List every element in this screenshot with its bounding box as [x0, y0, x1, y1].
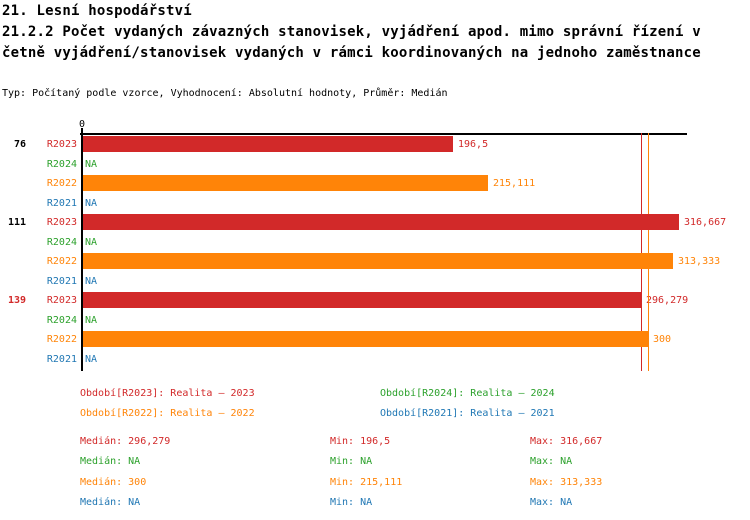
- row-label-r2021: R2021: [46, 353, 77, 365]
- row-label-r2022: R2022: [46, 256, 77, 267]
- bar-r2023: [83, 214, 679, 230]
- bar-value-label: 300: [653, 334, 672, 345]
- bar-r2022: [83, 175, 488, 191]
- stat-max-r2024: Max: NA: [530, 456, 573, 467]
- stat-median-r2021: Medián: NA: [80, 497, 141, 508]
- report-title-line3: četně vyjádření/stanovisek vydaných v rá…: [2, 45, 701, 61]
- x-axis-line: [80, 133, 687, 135]
- stat-min-r2021: Min: NA: [330, 497, 373, 508]
- group-label: 76: [13, 139, 26, 150]
- bar-na-label: NA: [85, 197, 98, 209]
- row-label-r2023: R2023: [46, 139, 77, 150]
- legend-item-r2023: Období[R2023]: Realita – 2023: [80, 388, 255, 399]
- row-label-r2024: R2024: [46, 314, 77, 326]
- bar-r2023: [83, 292, 641, 308]
- stat-min-r2023: Min: 196,5: [330, 436, 391, 447]
- row-label-r2022: R2022: [46, 334, 77, 345]
- legend-item-r2024: Období[R2024]: Realita – 2024: [380, 388, 555, 399]
- row-label-r2024: R2024: [46, 158, 77, 170]
- stat-max-r2022: Max: 313,333: [530, 477, 603, 488]
- stat-median-r2022: Medián: 300: [80, 477, 147, 488]
- bar-na-label: NA: [85, 158, 98, 170]
- bar-value-label: 215,111: [493, 178, 536, 189]
- stat-median-r2023: Medián: 296,279: [80, 436, 171, 447]
- bar-na-label: NA: [85, 353, 98, 365]
- y-axis-line: [81, 128, 83, 371]
- bar-value-label: 316,667: [684, 217, 727, 228]
- bar-r2023: [83, 136, 453, 152]
- stat-min-r2022: Min: 215,111: [330, 477, 403, 488]
- row-label-r2022: R2022: [46, 178, 77, 189]
- group-label: 111: [7, 217, 26, 228]
- median-line-r2023: [641, 133, 642, 371]
- report-title-line2: 21.2.2 Počet vydaných závazných stanovis…: [2, 24, 701, 40]
- x-axis-zero-tick-label: 0: [78, 119, 86, 130]
- bar-value-label: 313,333: [678, 256, 721, 267]
- legend-item-r2022: Období[R2022]: Realita – 2022: [80, 408, 255, 419]
- bar-na-label: NA: [85, 236, 98, 248]
- stat-min-r2024: Min: NA: [330, 456, 373, 467]
- stat-max-r2021: Max: NA: [530, 497, 573, 508]
- bar-value-label: 296,279: [646, 295, 689, 306]
- legend-item-r2021: Období[R2021]: Realita – 2021: [380, 408, 555, 419]
- bar-na-label: NA: [85, 275, 98, 287]
- stat-median-r2024: Medián: NA: [80, 456, 141, 467]
- bar-r2022: [83, 253, 673, 269]
- row-label-r2021: R2021: [46, 197, 77, 209]
- row-label-r2024: R2024: [46, 236, 77, 248]
- group-label: 139: [7, 295, 26, 306]
- bar-na-label: NA: [85, 314, 98, 326]
- stat-max-r2023: Max: 316,667: [530, 436, 603, 447]
- row-label-r2023: R2023: [46, 217, 77, 228]
- median-line-r2022: [648, 133, 649, 371]
- report-subtitle: Typ: Počítaný podle vzorce, Vyhodnocení:…: [2, 88, 448, 99]
- row-label-r2023: R2023: [46, 295, 77, 306]
- row-label-r2021: R2021: [46, 275, 77, 287]
- report-title-line1: 21. Lesní hospodářství: [2, 3, 192, 19]
- bar-r2022: [83, 331, 648, 347]
- bar-value-label: 196,5: [458, 139, 489, 150]
